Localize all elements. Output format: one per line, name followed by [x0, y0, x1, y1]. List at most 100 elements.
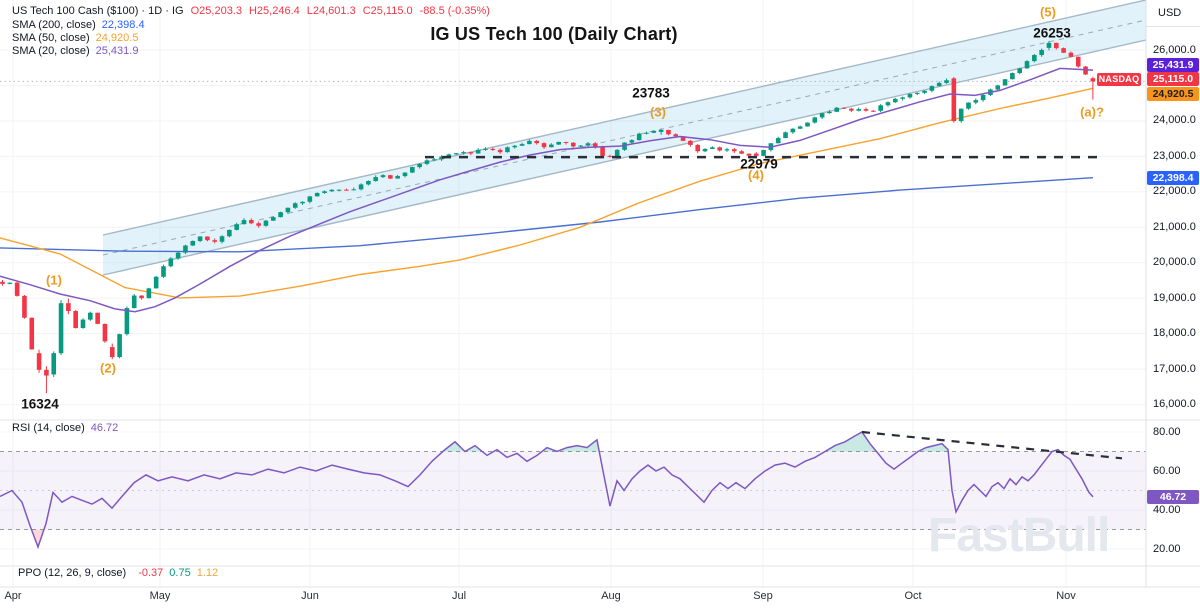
- rsi-line: [0, 431, 1094, 550]
- candle: [761, 149, 766, 157]
- month-label: Aug: [601, 590, 621, 602]
- month-label: Nov: [1056, 590, 1076, 602]
- candle: [710, 146, 715, 150]
- candle: [117, 333, 122, 359]
- rsi-tick: 80.00: [1153, 425, 1181, 438]
- candle: [666, 129, 671, 136]
- candle: [439, 155, 444, 162]
- candle: [22, 295, 27, 319]
- candle: [0, 280, 5, 286]
- candle: [307, 196, 313, 204]
- rsi-overbought-fill: [557, 439, 600, 452]
- candle: [58, 299, 64, 355]
- candle: [973, 98, 979, 105]
- candle: [1032, 54, 1037, 63]
- rsi-tick: 20.00: [1153, 542, 1181, 555]
- ohlc-token: O25,203.3: [190, 5, 242, 17]
- candle: [241, 218, 247, 225]
- elliott-wave-label[interactable]: (1): [46, 272, 62, 288]
- candle: [256, 221, 261, 228]
- candle: [131, 294, 137, 309]
- price-annotation[interactable]: 16324: [21, 396, 59, 412]
- sma200-line: [0, 177, 1094, 253]
- candle: [51, 351, 57, 377]
- ppo-value: -0.37: [138, 567, 164, 579]
- price-annotation[interactable]: 23783: [632, 85, 670, 101]
- candle: [161, 264, 166, 279]
- candle: [190, 240, 196, 247]
- rsi-tick: 40.00: [1153, 503, 1181, 516]
- candle: [388, 174, 393, 180]
- channel-top-line: [102, 0, 1146, 236]
- candle: [995, 84, 1001, 91]
- price-tick: 20,000.0: [1153, 256, 1196, 269]
- price-tick: 17,000.0: [1153, 362, 1196, 375]
- elliott-wave-label[interactable]: (4): [748, 167, 764, 183]
- candle: [607, 154, 613, 158]
- candle: [944, 78, 949, 84]
- candle: [834, 106, 840, 113]
- candle: [644, 131, 649, 135]
- candle: [278, 211, 283, 218]
- candle: [812, 116, 818, 124]
- candle: [336, 189, 342, 192]
- elliott-wave-label[interactable]: (a)?: [1080, 104, 1104, 120]
- elliott-wave-label[interactable]: (5): [1040, 4, 1056, 20]
- currency-separator: [1146, 26, 1200, 27]
- candle: [453, 152, 459, 155]
- elliott-wave-label[interactable]: (3): [650, 104, 666, 120]
- price-tag: 25,115.0: [1147, 72, 1199, 87]
- price-annotation[interactable]: 26253: [1033, 25, 1071, 41]
- price-tick: 26,000.0: [1153, 43, 1196, 56]
- candle: [497, 148, 503, 154]
- candle: [292, 202, 298, 209]
- candle: [892, 97, 898, 104]
- candle: [980, 94, 986, 102]
- elliott-wave-label[interactable]: (2): [100, 360, 116, 376]
- price-tick: 23,000.0: [1153, 149, 1196, 162]
- month-label: Apr: [4, 590, 22, 602]
- candle: [80, 318, 86, 329]
- ppo-legend: PPO (12, 26, 9, close) -0.37 0.75 1.12: [12, 567, 218, 579]
- candle: [841, 107, 847, 109]
- candle: [797, 125, 803, 129]
- candle: [849, 107, 854, 113]
- price-tick: 16,000.0: [1153, 398, 1196, 411]
- candle: [658, 128, 664, 135]
- rsi-pane: [0, 430, 1146, 550]
- candle: [461, 151, 466, 155]
- currency-label: USD: [1158, 7, 1182, 19]
- candle: [900, 96, 905, 101]
- candle: [219, 235, 225, 244]
- candle: [88, 311, 93, 321]
- price-tag: 25,431.9: [1147, 57, 1199, 72]
- candle: [871, 110, 876, 112]
- candle: [73, 310, 78, 329]
- candle: [124, 306, 130, 336]
- ohlc-token: L24,601.3: [306, 5, 356, 17]
- candle: [1053, 42, 1059, 50]
- candle: [936, 81, 942, 87]
- rsi-trendline[interactable]: [861, 430, 1123, 460]
- pane-separators: [0, 0, 1200, 588]
- candle: [373, 175, 379, 182]
- sma-value: 25,431.9: [95, 45, 139, 57]
- candle: [1061, 47, 1066, 54]
- candle: [29, 317, 35, 350]
- rsi-overbought-fill: [442, 441, 465, 452]
- ohlc-values: O25,203.3 H25,246.4 L24,601.3 C25,115.0 -88.…: [184, 5, 490, 17]
- candle: [951, 76, 957, 123]
- candle: [249, 218, 254, 225]
- candle: [351, 187, 357, 191]
- candle: [197, 236, 203, 243]
- candle: [44, 366, 49, 394]
- candle: [66, 298, 71, 315]
- price-annotation[interactable]: 22979: [740, 156, 778, 172]
- candle: [36, 349, 42, 373]
- candle: [1010, 72, 1015, 80]
- candle: [534, 140, 540, 145]
- candle: [1002, 78, 1008, 86]
- sma-legend-row: SMA (200, close) 22,398.4: [12, 19, 145, 31]
